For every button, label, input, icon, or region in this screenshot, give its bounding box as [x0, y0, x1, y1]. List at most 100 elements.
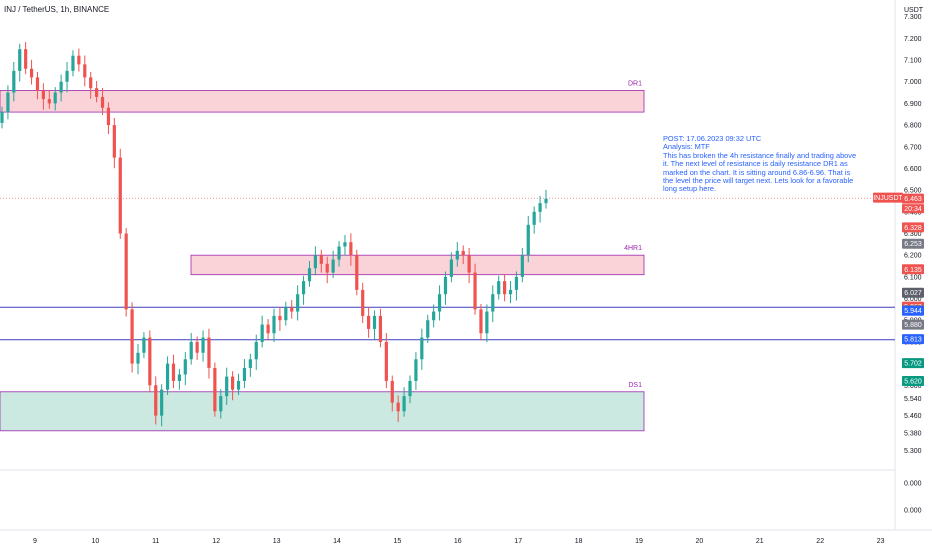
candle-body	[195, 341, 199, 353]
x-tick-label: 22	[816, 538, 824, 545]
x-tick-label: 9	[33, 538, 37, 545]
note-line-body: This has broken the 4h resistance finall…	[663, 150, 857, 194]
x-axis: 9 10 11 12 13 14 15 16 17 18 19 20 21 22 23	[33, 538, 885, 545]
candle-body	[485, 311, 489, 334]
candle-body	[112, 125, 116, 158]
price-tag-label: 6.463	[904, 196, 922, 203]
y-tick-label: 7.200	[904, 36, 922, 43]
candle-body	[154, 385, 158, 416]
candle-body	[467, 255, 471, 273]
candle-body	[526, 224, 530, 256]
candle-body	[171, 363, 176, 381]
candle-body	[254, 341, 258, 360]
candle-body	[160, 389, 164, 416]
price-tag	[902, 305, 924, 316]
candle-body	[18, 49, 22, 71]
x-tick-label: 14	[333, 538, 341, 545]
candle-body	[118, 157, 122, 234]
y-tick-label: 6.900	[904, 101, 922, 108]
price-tag	[902, 319, 924, 330]
price-tag	[873, 192, 903, 203]
candle-body	[449, 259, 453, 277]
y-tick-label: 6.700	[904, 144, 922, 151]
price-tag	[902, 193, 924, 204]
candle-body	[177, 374, 181, 381]
candle-body	[142, 337, 146, 353]
candle-body	[532, 211, 536, 225]
candle-body	[201, 337, 205, 353]
candle-body	[337, 246, 341, 260]
zone-dr1	[0, 89, 645, 113]
y-tick-label: 7.100	[904, 58, 922, 65]
price-tags: INJUSDT6.4636.3286.2536.1356.0275.9635.9…	[873, 192, 924, 386]
price-tag	[902, 334, 924, 345]
zones-layer: DR1 4HR1 DS1	[0, 80, 645, 432]
candle-body	[432, 311, 436, 321]
candle-body	[41, 90, 45, 100]
candle-body	[248, 359, 252, 368]
candle-body	[284, 307, 288, 321]
price-tag	[902, 264, 924, 275]
x-tick-label: 21	[756, 538, 764, 545]
candle-body	[437, 294, 442, 312]
y-tick-label: 5.540	[904, 396, 922, 403]
candle-body	[136, 352, 140, 364]
candle-body	[106, 107, 111, 126]
x-tick-label: 11	[152, 538, 159, 545]
candle-body	[272, 315, 276, 334]
chart-title: INJ / TetherUS, 1h, BINANCE	[4, 5, 110, 14]
candle-body	[508, 289, 513, 295]
price-tag-label: 6.027	[904, 290, 922, 297]
candle-body	[479, 309, 483, 334]
candle-body	[461, 250, 465, 256]
candle-body	[71, 55, 75, 71]
candle-body	[207, 337, 211, 368]
price-tag-label: 5.702	[904, 361, 922, 368]
candle-body	[538, 203, 542, 212]
candle-body	[296, 294, 300, 312]
countdown-tag	[902, 204, 924, 214]
candle-body	[514, 276, 519, 290]
y-tick-label: 6.300	[904, 231, 922, 238]
candle-body	[420, 337, 424, 360]
zone-4hr1	[190, 254, 645, 276]
candle-body	[426, 320, 430, 338]
candle-body	[473, 272, 477, 310]
x-tick-label: 19	[635, 538, 643, 545]
candle-body	[325, 263, 329, 273]
candle-body	[319, 255, 323, 264]
candle-body	[378, 315, 383, 342]
candle-body	[372, 315, 377, 329]
x-tick-label: 20	[696, 538, 704, 545]
analysis-note: POST: 17.06.2023 09:32 UTC Analysis: MTF…	[663, 134, 858, 194]
candle-body	[520, 255, 524, 277]
candle-body	[47, 99, 51, 104]
price-tag-label: 6.253	[904, 241, 922, 248]
candle-body	[367, 315, 371, 329]
candle-body	[189, 341, 193, 360]
candle-body	[290, 307, 294, 312]
candle-body	[12, 70, 16, 93]
y-tick-label: 5.380	[904, 430, 922, 437]
candle-body	[213, 367, 217, 412]
candle-body	[65, 70, 69, 82]
price-tag	[902, 238, 924, 249]
candle-body	[278, 315, 282, 321]
zone-label: DR1	[628, 80, 642, 87]
zone-label: DS1	[628, 382, 642, 389]
candle-body	[124, 233, 128, 310]
candle-body	[130, 309, 134, 364]
zone-ds1	[0, 391, 645, 432]
y-tick-label: 5.300	[904, 448, 922, 455]
candle-body	[231, 376, 235, 390]
price-tag-label: INJUSDT	[873, 195, 903, 202]
price-tag-label: 6.328	[904, 225, 922, 232]
candle-body	[260, 324, 264, 342]
price-tag	[902, 222, 924, 233]
candle-body	[242, 367, 247, 381]
y-tick-label: 7.000	[904, 79, 922, 86]
candle-body	[503, 281, 507, 295]
x-tick-label: 15	[394, 538, 402, 545]
candle-body	[83, 64, 87, 78]
